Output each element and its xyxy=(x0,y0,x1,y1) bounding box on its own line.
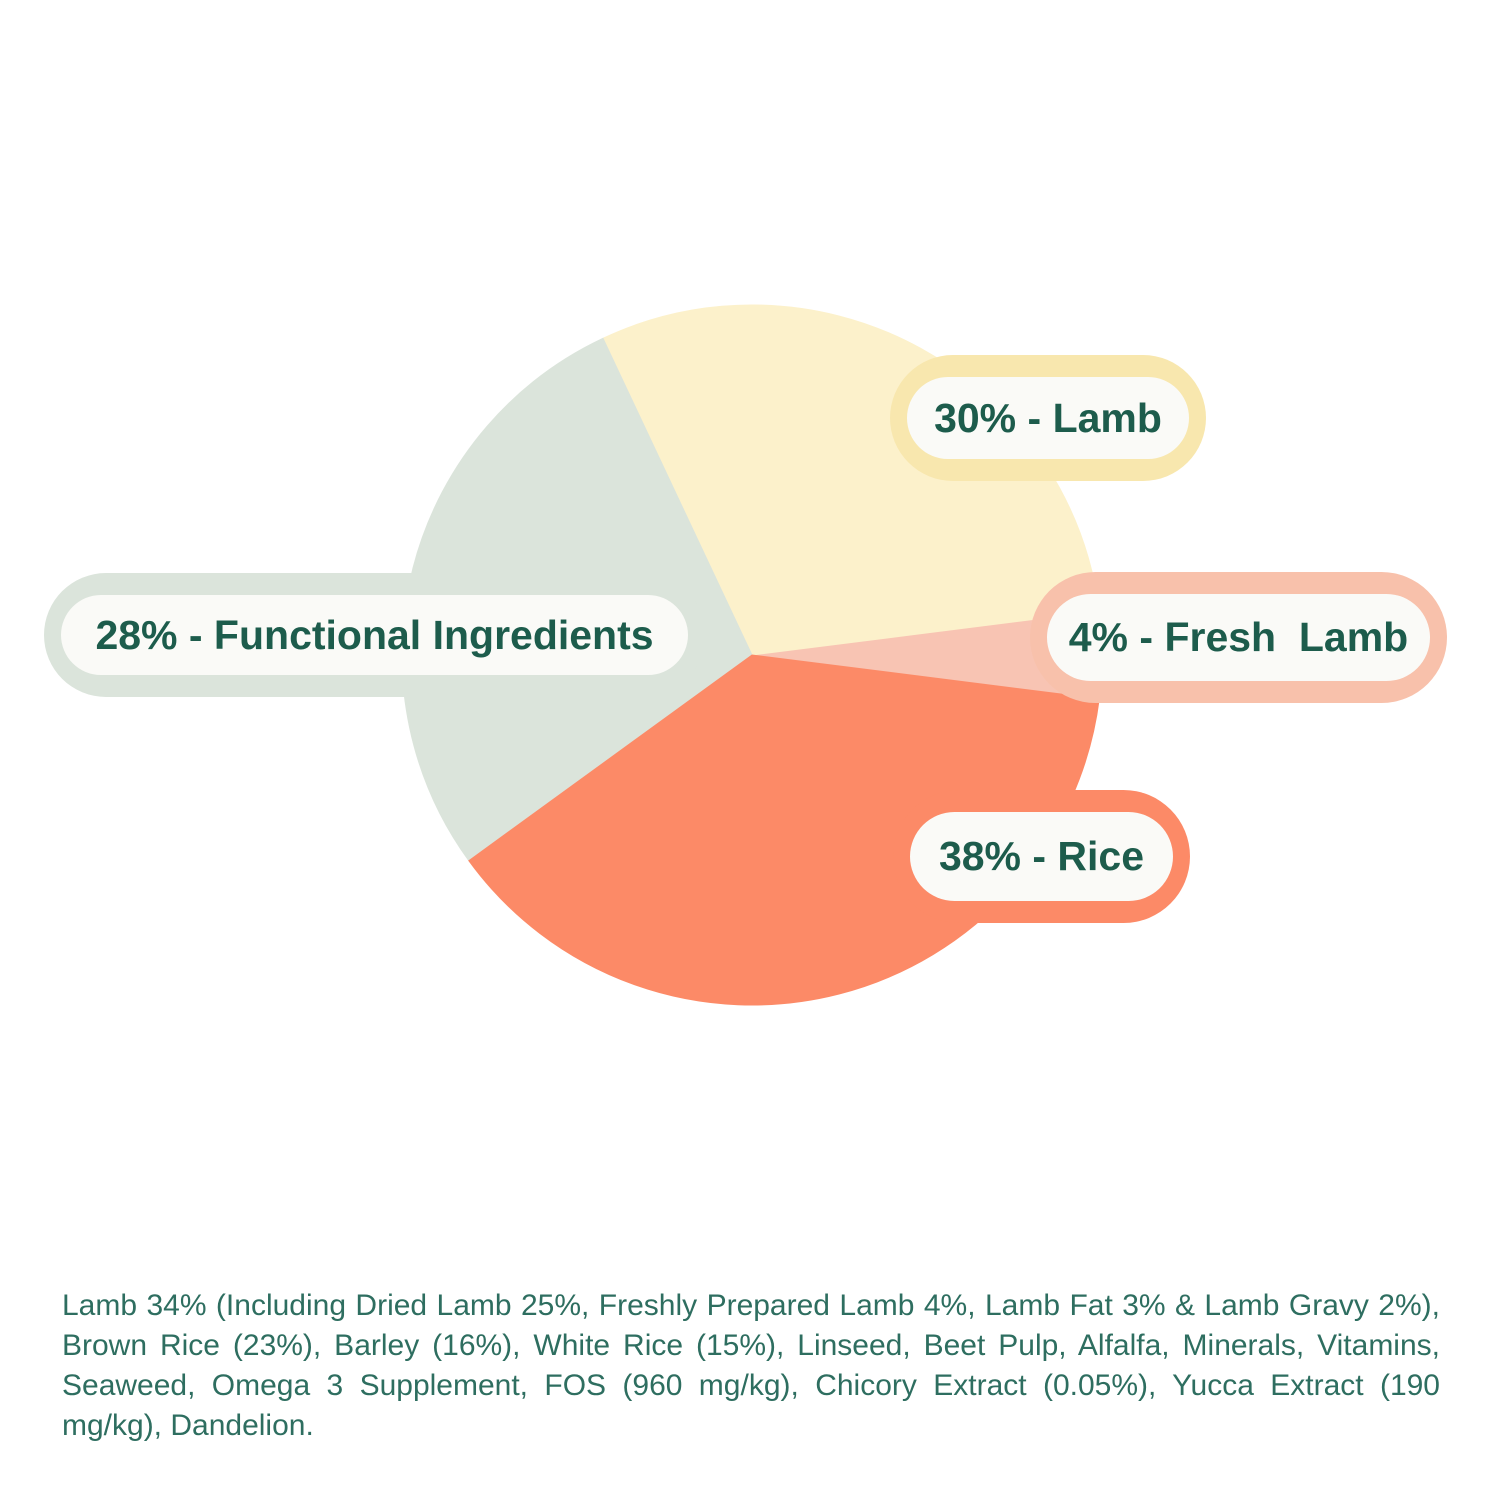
callout-lamb: 30% - Lamb xyxy=(890,355,1206,481)
callout-functional-ingredients-label: 28% - Functional Ingredients xyxy=(95,611,654,658)
ingredients-paragraph: Lamb 34% (Including Dried Lamb 25%, Fres… xyxy=(62,1289,1440,1442)
callout-fresh-lamb-pill: 4% - Fresh Lamb xyxy=(1047,594,1430,681)
callout-rice-pill: 38% - Rice xyxy=(910,812,1173,901)
callout-lamb-label: 30% - Lamb xyxy=(934,394,1162,441)
callout-functional-ingredients-pill: 28% - Functional Ingredients xyxy=(61,595,688,675)
callout-rice: 38% - Rice xyxy=(893,790,1190,923)
callout-fresh-lamb: 4% - Fresh Lamb xyxy=(1030,572,1447,703)
callout-functional-ingredients: 28% - Functional Ingredients xyxy=(44,573,705,697)
callout-lamb-pill: 30% - Lamb xyxy=(907,377,1189,459)
callout-rice-label: 38% - Rice xyxy=(938,833,1145,879)
callout-fresh-lamb-label: 4% - Fresh Lamb xyxy=(1068,614,1409,660)
